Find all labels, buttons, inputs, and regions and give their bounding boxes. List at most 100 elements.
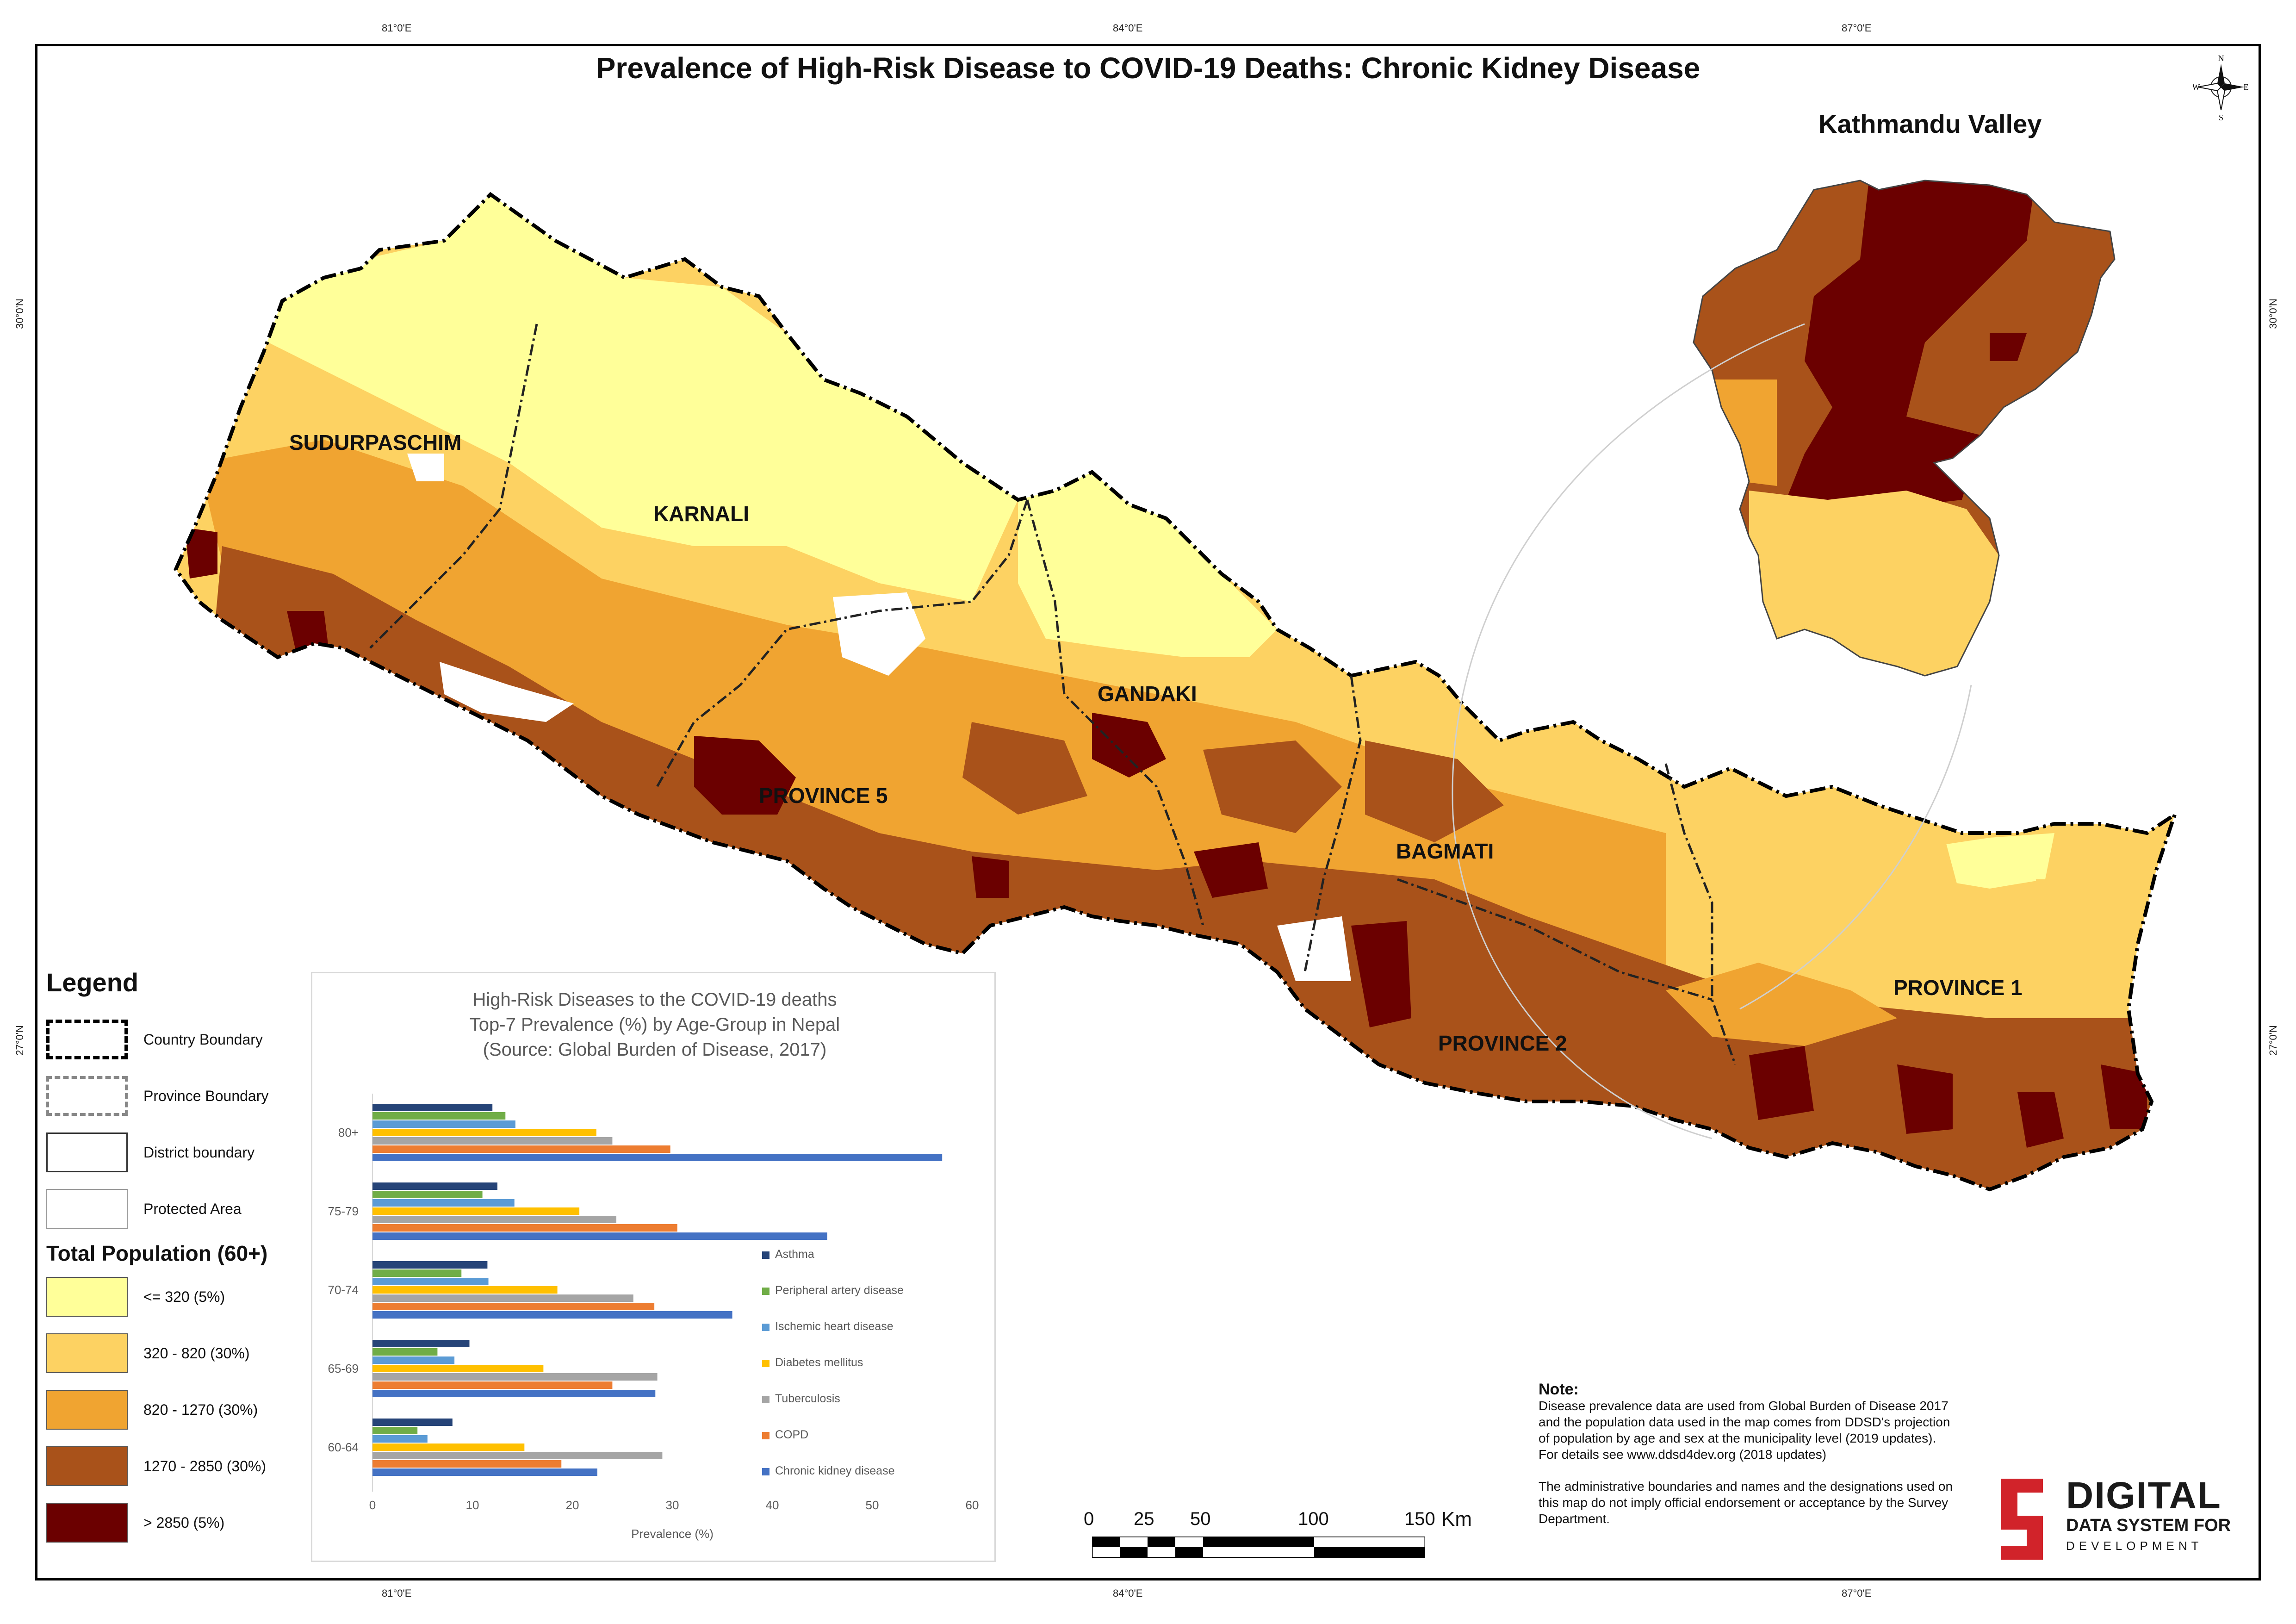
chart-legend-swatch [762,1360,769,1367]
chart-title-line: (Source: Global Burden of Disease, 2017) [483,1039,827,1060]
category-label: 65-69 [328,1362,359,1375]
bar-copd-75-79 [372,1224,677,1232]
province-label-province1: PROVINCE 1 [1893,976,2023,1000]
chart-legend-label: Tuberculosis [775,1392,840,1405]
legend-swatch [46,1189,128,1229]
coord-bottom-87: 87°0'E [1842,1587,1872,1599]
logo-text-sub: DEVELOPMENT [2066,1539,2203,1553]
legend-population-class: <= 320 (5%) [46,1269,305,1325]
bar-tuberculosis-80+ [372,1137,613,1145]
scale-tick: 150 [1404,1509,1435,1529]
bar-chronic-kidney-disease-80+ [372,1154,943,1161]
chart-title-line: High-Risk Diseases to the COVID-19 death… [472,989,837,1010]
coord-top-87: 87°0'E [1842,22,1872,34]
legend-swatch [46,1446,128,1486]
north-arrow-icon: N S W E [2193,54,2249,122]
bar-chronic-kidney-disease-70-74 [372,1311,732,1319]
compass-n: N [2218,54,2224,63]
scale-tick: 0 [1084,1509,1094,1529]
inset-title: Kathmandu Valley [1818,109,2042,138]
bar-copd-80+ [372,1145,670,1153]
legend-population-class: > 2850 (5%) [46,1494,305,1551]
note: Note: Disease prevalence data are used f… [1539,1381,1955,1543]
scale-tick: 25 [1134,1509,1154,1529]
bar-copd-65-69 [372,1381,613,1389]
legend-district-boundary: District boundary [46,1124,305,1181]
bar-diabetes-mellitus-75-79 [372,1207,580,1215]
legend-label: 1270 - 2850 (30%) [143,1457,267,1475]
coord-top-81: 81°0'E [382,22,412,34]
bar-diabetes-mellitus-60-64 [372,1444,525,1451]
province-label-province5: PROVINCE 5 [759,784,888,808]
bar-ischemic-heart-disease-75-79 [372,1199,515,1207]
chart-title: High-Risk Diseases to the COVID-19 death… [312,987,997,1062]
legend-country-boundary: Country Boundary [46,1011,305,1068]
chart-legend-swatch [762,1432,769,1439]
ddsd-logo-icon [2001,1479,2043,1560]
legend-swatch [46,1333,128,1373]
legend-label: Country Boundary [143,1031,263,1048]
bar-asthma-80+ [372,1104,493,1111]
bar-ischemic-heart-disease-60-64 [372,1435,428,1443]
kathmandu-valley-inset [1694,180,2115,676]
legend-label: District boundary [143,1144,255,1161]
legend-swatch [46,1277,128,1317]
compass-w: W [2193,82,2200,92]
legend-population-class: 1270 - 2850 (30%) [46,1438,305,1494]
chart-legend-swatch [762,1468,769,1475]
scale-unit: Km [1441,1508,1472,1531]
bar-tuberculosis-65-69 [372,1373,658,1381]
chart-legend-swatch [762,1251,769,1259]
coord-bottom-81: 81°0'E [382,1587,412,1599]
compass-e: E [2244,82,2249,92]
bar-peripheral-artery-disease-65-69 [372,1348,438,1356]
bar-diabetes-mellitus-65-69 [372,1365,544,1372]
bar-peripheral-artery-disease-75-79 [372,1191,483,1198]
chart-legend-label: Ischemic heart disease [775,1320,894,1333]
bar-chronic-kidney-disease-60-64 [372,1468,597,1476]
x-tick-label: 40 [766,1498,779,1512]
legend-label: 320 - 820 (30%) [143,1344,250,1362]
province-label-sudurpaschim: SUDURPASCHIM [289,430,461,454]
bar-peripheral-artery-disease-80+ [372,1112,506,1120]
bar-tuberculosis-75-79 [372,1216,617,1223]
bar-asthma-75-79 [372,1182,497,1190]
bar-ischemic-heart-disease-65-69 [372,1356,455,1364]
x-tick-label: 20 [566,1498,579,1512]
bar-peripheral-artery-disease-70-74 [372,1269,462,1277]
legend-swatch [46,1503,128,1543]
legend-swatch [46,1132,128,1172]
x-tick-label: 60 [966,1498,979,1512]
bar-peripheral-artery-disease-60-64 [372,1427,418,1434]
legend-label: <= 320 (5%) [143,1288,225,1305]
logo-text-sub: DATA SYSTEM FOR [2066,1516,2231,1535]
category-label: 60-64 [328,1440,359,1454]
bar-asthma-60-64 [372,1419,453,1426]
scale-tick: 50 [1190,1509,1211,1529]
legend-label: > 2850 (5%) [143,1514,225,1531]
province-label-province2: PROVINCE 2 [1438,1031,1567,1055]
bar-copd-60-64 [372,1460,562,1468]
chart-legend-label: Diabetes mellitus [775,1356,863,1369]
legend-label: Protected Area [143,1200,242,1217]
legend-swatch [46,1020,128,1059]
coord-top-84: 84°0'E [1113,22,1143,34]
bar-copd-70-74 [372,1303,655,1310]
chart-legend-label: Chronic kidney disease [775,1464,894,1477]
bar-chronic-kidney-disease-75-79 [372,1232,827,1240]
x-tick-label: 0 [369,1498,376,1512]
bar-chronic-kidney-disease-65-69 [372,1390,656,1397]
compass-s: S [2219,113,2223,122]
legend-protected-area: Protected Area [46,1181,305,1237]
note-heading: Note: [1539,1381,1579,1398]
legend-population-class: 820 - 1270 (30%) [46,1381,305,1438]
note-paragraph: The administrative boundaries and names … [1539,1479,1953,1526]
x-tick-label: 10 [466,1498,479,1512]
note-paragraph: Disease prevalence data are used from Gl… [1539,1399,1950,1462]
chart-title-line: Top-7 Prevalence (%) by Age-Group in Nep… [469,1014,840,1035]
legend: Legend Country Boundary Province Boundar… [46,967,305,1551]
legend-swatch [46,1390,128,1430]
legend-province-boundary: Province Boundary [46,1068,305,1124]
chart-legend-swatch [762,1396,769,1403]
legend-label: Province Boundary [143,1087,269,1104]
